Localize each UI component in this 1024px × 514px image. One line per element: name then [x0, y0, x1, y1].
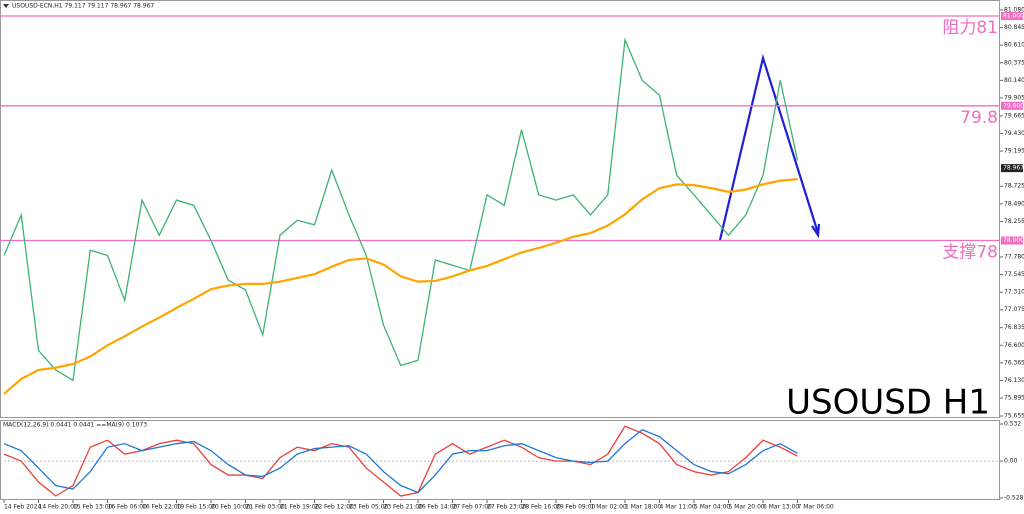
y-tick-label: 79.665 — [1004, 112, 1024, 119]
y-tick-label: 77.310 — [1004, 289, 1024, 296]
x-tick-label: 23 Feb 21:00 — [384, 504, 424, 511]
y-tick-label: 75.895 — [1004, 395, 1024, 402]
x-tick-label: 16 Feb 22:00 — [142, 504, 182, 511]
level-label: 阻力81 — [942, 18, 998, 38]
x-tick-label: 14 Feb 2024 — [4, 504, 42, 511]
level-tag-label: 78.000 — [1003, 237, 1024, 244]
level-tag-label: 79.800 — [1003, 102, 1024, 109]
y-tick-label: 76.600 — [1004, 342, 1024, 349]
level-tag — [1001, 101, 1023, 110]
chart-title: USOUSD-ECN,H1 79.117 79.117 78.967 78.96… — [12, 3, 154, 10]
arrow-head — [811, 223, 821, 239]
y-tick-label: 80.140 — [1004, 77, 1024, 84]
x-tick-label: 16 Feb 06:00 — [108, 504, 148, 511]
x-tick-label: 6 Mar 13:00 — [763, 504, 799, 511]
x-tick-label: 15 Feb 13:00 — [73, 504, 113, 511]
macd-frame — [0, 420, 1000, 500]
y-tick-label: 77.780 — [1004, 253, 1024, 260]
y-tick-label: 79.905 — [1004, 94, 1024, 101]
y-tick-label: 80.610 — [1004, 42, 1024, 49]
x-tick-label: 5 Mar 20:00 — [729, 504, 765, 511]
y-tick-label: 77.545 — [1004, 271, 1024, 278]
y-tick-label: 80.375 — [1004, 59, 1024, 66]
x-tick-label: 19 Feb 15:00 — [177, 504, 217, 511]
y-tick-label: 76.130 — [1004, 377, 1024, 384]
y-tick-label: 0.532 — [1004, 421, 1021, 428]
level-tag — [1001, 11, 1023, 20]
series-line — [3, 428, 798, 494]
y-tick-label: 77.075 — [1004, 306, 1024, 313]
y-tick-label: 76.365 — [1004, 359, 1024, 366]
x-tick-label: 21 Feb 19:00 — [280, 504, 320, 511]
level-label: 支撑78 — [942, 243, 998, 263]
x-tick-label: 1 Mar 02:00 — [591, 504, 627, 511]
indicator-label: MACD(12,26,9) 0.0441 0.0441 ==MA(9) 0.10… — [3, 422, 147, 429]
level-tag-label: 81.000 — [1003, 12, 1024, 19]
y-tick-label: 80.845 — [1004, 24, 1024, 31]
main-frame — [0, 0, 1000, 418]
pattern-drawing — [718, 53, 821, 241]
menu-arrow — [3, 4, 9, 8]
y-tick-label: -0.5287 — [1004, 495, 1024, 502]
x-tick-label: 4 Mar 11:00 — [660, 504, 696, 511]
x-tick-label: 14 Feb 20:00 — [39, 504, 79, 511]
y-tick-label: 78.490 — [1004, 200, 1024, 207]
y-tick-label: 79.430 — [1004, 130, 1024, 137]
x-tick-label: 21 Feb 03:00 — [246, 504, 286, 511]
y-tick-label: 79.195 — [1004, 148, 1024, 155]
x-tick-label: 5 Mar 04:00 — [694, 504, 730, 511]
watermark: USOUSD H1 — [786, 383, 990, 423]
x-tick-label: 28 Feb 16:00 — [522, 504, 562, 511]
series-line — [3, 425, 798, 497]
x-tick-label: 7 Mar 06:00 — [798, 504, 834, 511]
x-tick-label: 1 Mar 18:00 — [625, 504, 661, 511]
price-tag-label: 78.967 — [1003, 165, 1024, 172]
x-tick-label: 26 Feb 14:00 — [418, 504, 458, 511]
level-label: 79.8 — [960, 108, 998, 128]
x-tick-label: 20 Feb 10:00 — [211, 504, 251, 511]
y-tick-label: 78.725 — [1004, 183, 1024, 190]
level-tag — [1001, 236, 1023, 245]
x-tick-label: 23 Feb 05:00 — [349, 504, 389, 511]
y-tick-label: 76.835 — [1004, 324, 1024, 331]
x-tick-label: 29 Feb 09:00 — [556, 504, 596, 511]
price-tag — [1001, 164, 1023, 173]
series-line — [3, 37, 799, 382]
x-tick-label: 27 Feb 23:00 — [487, 504, 527, 511]
y-tick-label: 81.080 — [1004, 7, 1024, 14]
y-tick-label: 75.655 — [1004, 413, 1024, 420]
x-tick-label: 22 Feb 12:00 — [315, 504, 355, 511]
series-line — [3, 178, 798, 395]
pattern-line — [718, 53, 820, 241]
y-tick-label: 0.00 — [1004, 458, 1018, 465]
x-tick-label: 27 Feb 07:00 — [453, 504, 493, 511]
y-tick-label: 78.255 — [1004, 218, 1024, 225]
